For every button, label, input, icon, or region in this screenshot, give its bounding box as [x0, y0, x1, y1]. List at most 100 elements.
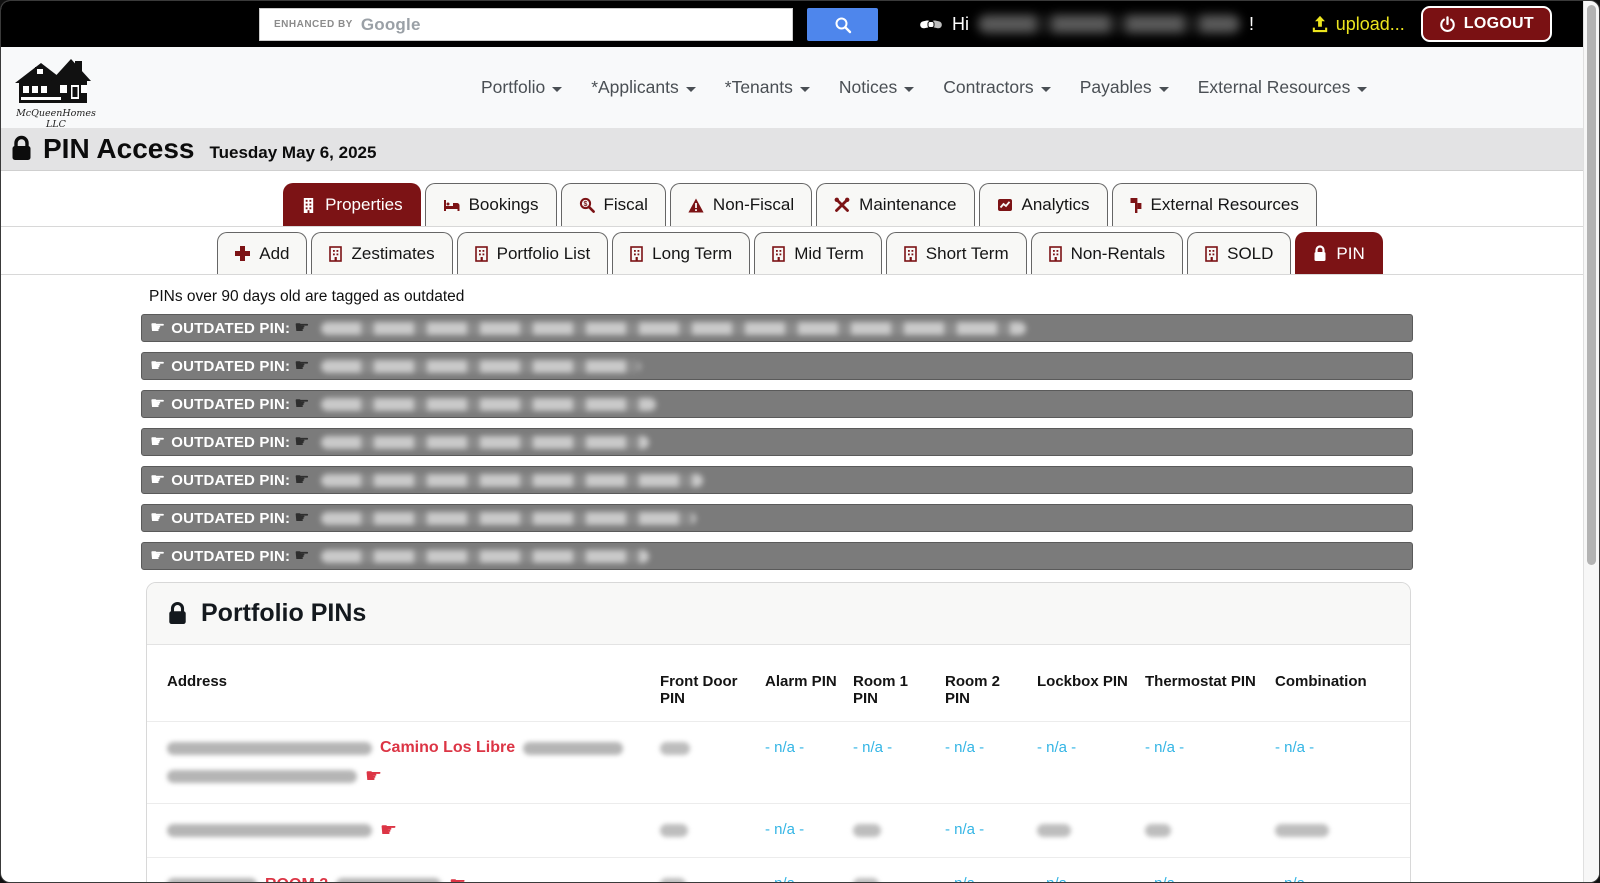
secondary-tab-row: Add Zestimates Portfolio List Long Term … — [1, 227, 1599, 275]
nav-item-tenants[interactable]: *Tenants — [725, 77, 810, 98]
outdated-pin-row: ☛ OUTDATED PIN: ☛ — [141, 466, 1413, 494]
alarm-pin-cell: - n/a - — [757, 721, 845, 804]
outdated-pin-row: ☛ OUTDATED PIN: ☛ — [141, 314, 1413, 342]
upload-label: upload... — [1335, 13, 1405, 34]
outdated-notice: PINs over 90 days old are tagged as outd… — [149, 288, 465, 305]
tab-fiscal[interactable]: $ Fiscal — [560, 183, 666, 226]
chevron-down-icon — [1357, 86, 1368, 92]
brand-logo[interactable]: McQueenHomes LLC — [13, 55, 99, 130]
search-button[interactable] — [807, 8, 878, 41]
pointing-hand-icon: ☛ — [150, 507, 166, 528]
pins-table-header-row: Address Front Door PIN Alarm PIN Room 1 … — [147, 645, 1410, 722]
outdated-pin-row: ☛ OUTDATED PIN: ☛ — [141, 352, 1413, 380]
redacted-address — [321, 321, 1027, 335]
thermostat-pin-cell — [1137, 803, 1267, 858]
tab-add[interactable]: Add — [217, 232, 308, 274]
chevron-down-icon — [685, 86, 696, 92]
vertical-scrollbar[interactable] — [1583, 1, 1599, 882]
tab-zestimates[interactable]: Zestimates — [311, 232, 453, 274]
nav-item-contractors[interactable]: Contractors — [943, 77, 1051, 98]
redacted-pin — [1275, 823, 1329, 837]
nav-item-portfolio[interactable]: Portfolio — [481, 77, 563, 98]
small-building-icon — [474, 245, 488, 262]
nav-item-external-resources[interactable]: External Resources — [1198, 77, 1368, 98]
scrollbar-thumb[interactable] — [1587, 5, 1596, 565]
tab-maintenance[interactable]: Maintenance — [816, 183, 975, 226]
tab-non-fiscal[interactable]: Non-Fiscal — [669, 183, 813, 226]
greeting-text: Hi — [952, 13, 969, 34]
tab-external-resources[interactable]: External Resources — [1111, 183, 1317, 226]
greeting-exclamation: ! — [1249, 13, 1255, 34]
portfolio-pins-header: Portfolio PINs — [147, 583, 1410, 645]
column-room1-pin: Room 1 PIN — [853, 673, 909, 707]
site-search-input[interactable]: ENHANCED BY Google — [259, 8, 793, 41]
small-building-icon — [329, 245, 343, 262]
tab-pin[interactable]: PIN — [1295, 232, 1383, 274]
redacted-pin — [853, 823, 881, 837]
redacted-pin — [660, 877, 686, 882]
tab-mid-term[interactable]: Mid Term — [754, 232, 882, 274]
nav-item-payables[interactable]: Payables — [1080, 77, 1169, 98]
room1-pin-cell — [845, 803, 937, 858]
room1-pin-cell: - n/a - — [845, 721, 937, 804]
pointing-hand-icon: ☛ — [294, 393, 310, 414]
greeting-area: Hi ! — [919, 1, 1254, 47]
search-branding-enhanced-by: ENHANCED BY — [274, 19, 353, 30]
nav-item-notices[interactable]: Notices — [839, 77, 915, 98]
pointing-hand-icon: ☛ — [294, 431, 310, 452]
tab-long-term[interactable]: Long Term — [612, 232, 751, 274]
table-row: Camino Los Libre ☛ - n/a - - n/a - - n/a… — [147, 721, 1410, 804]
pointing-hand-icon: ☛ — [150, 545, 166, 566]
outdated-pin-row: ☛ OUTDATED PIN: ☛ — [141, 504, 1413, 532]
upload-button[interactable]: upload... — [1311, 14, 1405, 35]
lockbox-pin-cell: - n/a - — [1029, 857, 1137, 882]
address-highlight: Camino Los Libre — [380, 739, 516, 756]
thermostat-pin-cell: - n/a - — [1137, 857, 1267, 882]
combination-cell: - n/a - — [1267, 857, 1410, 882]
tab-analytics[interactable]: Analytics — [978, 183, 1108, 226]
primary-tab-row: Properties Bookings $ Fiscal Non-Fiscal … — [1, 171, 1599, 227]
tools-icon — [834, 197, 850, 213]
pointing-hand-icon[interactable]: ☛ — [365, 765, 383, 787]
chevron-down-icon — [1040, 86, 1051, 92]
lock-icon — [1313, 245, 1327, 262]
small-building-icon — [1048, 245, 1062, 262]
tab-sold[interactable]: SOLD — [1187, 232, 1292, 274]
tab-non-rentals[interactable]: Non-Rentals — [1030, 232, 1184, 274]
redacted-address-part — [167, 878, 257, 882]
redacted-pin — [660, 741, 690, 755]
thermostat-pin-cell: - n/a - — [1137, 721, 1267, 804]
pointing-hand-icon: ☛ — [294, 469, 310, 490]
pointing-hand-icon[interactable]: ☛ — [380, 819, 398, 841]
logout-button[interactable]: LOGOUT — [1420, 6, 1552, 42]
combination-cell — [1267, 803, 1410, 858]
house-logo-icon — [13, 55, 99, 107]
redacted-address-part — [336, 878, 442, 882]
outdated-pin-label: OUTDATED PIN: — [171, 319, 291, 337]
chevron-down-icon — [552, 86, 563, 92]
outdated-pin-label: OUTDATED PIN: — [171, 357, 291, 375]
tab-portfolio-list[interactable]: Portfolio List — [456, 232, 609, 274]
pointing-hand-icon[interactable]: ☛ — [449, 875, 466, 883]
address-cell[interactable]: ☛ — [147, 803, 652, 858]
tab-properties[interactable]: Properties — [283, 183, 421, 226]
lock-icon — [167, 601, 188, 627]
nav-item-applicants[interactable]: *Applicants — [591, 77, 696, 98]
tab-bookings[interactable]: Bookings — [424, 183, 557, 226]
room1-pin-cell — [845, 857, 937, 882]
small-building-icon — [772, 245, 785, 262]
redacted-address — [321, 397, 657, 411]
pointing-hand-icon: ☛ — [294, 355, 310, 376]
pointing-hand-icon: ☛ — [294, 545, 310, 566]
small-building-icon — [903, 245, 917, 262]
redacted-address — [321, 435, 650, 449]
address-cell[interactable]: ROOM 2 ☛ — [147, 857, 652, 883]
search-icon — [834, 16, 852, 34]
outdated-pin-label: OUTDATED PIN: — [171, 471, 291, 489]
money-search-icon: $ — [579, 197, 595, 213]
column-thermostat-pin: Thermostat PIN — [1145, 673, 1256, 690]
pointing-hand-icon: ☛ — [150, 393, 166, 414]
tab-short-term[interactable]: Short Term — [885, 232, 1027, 274]
address-cell[interactable]: Camino Los Libre ☛ — [147, 721, 652, 804]
